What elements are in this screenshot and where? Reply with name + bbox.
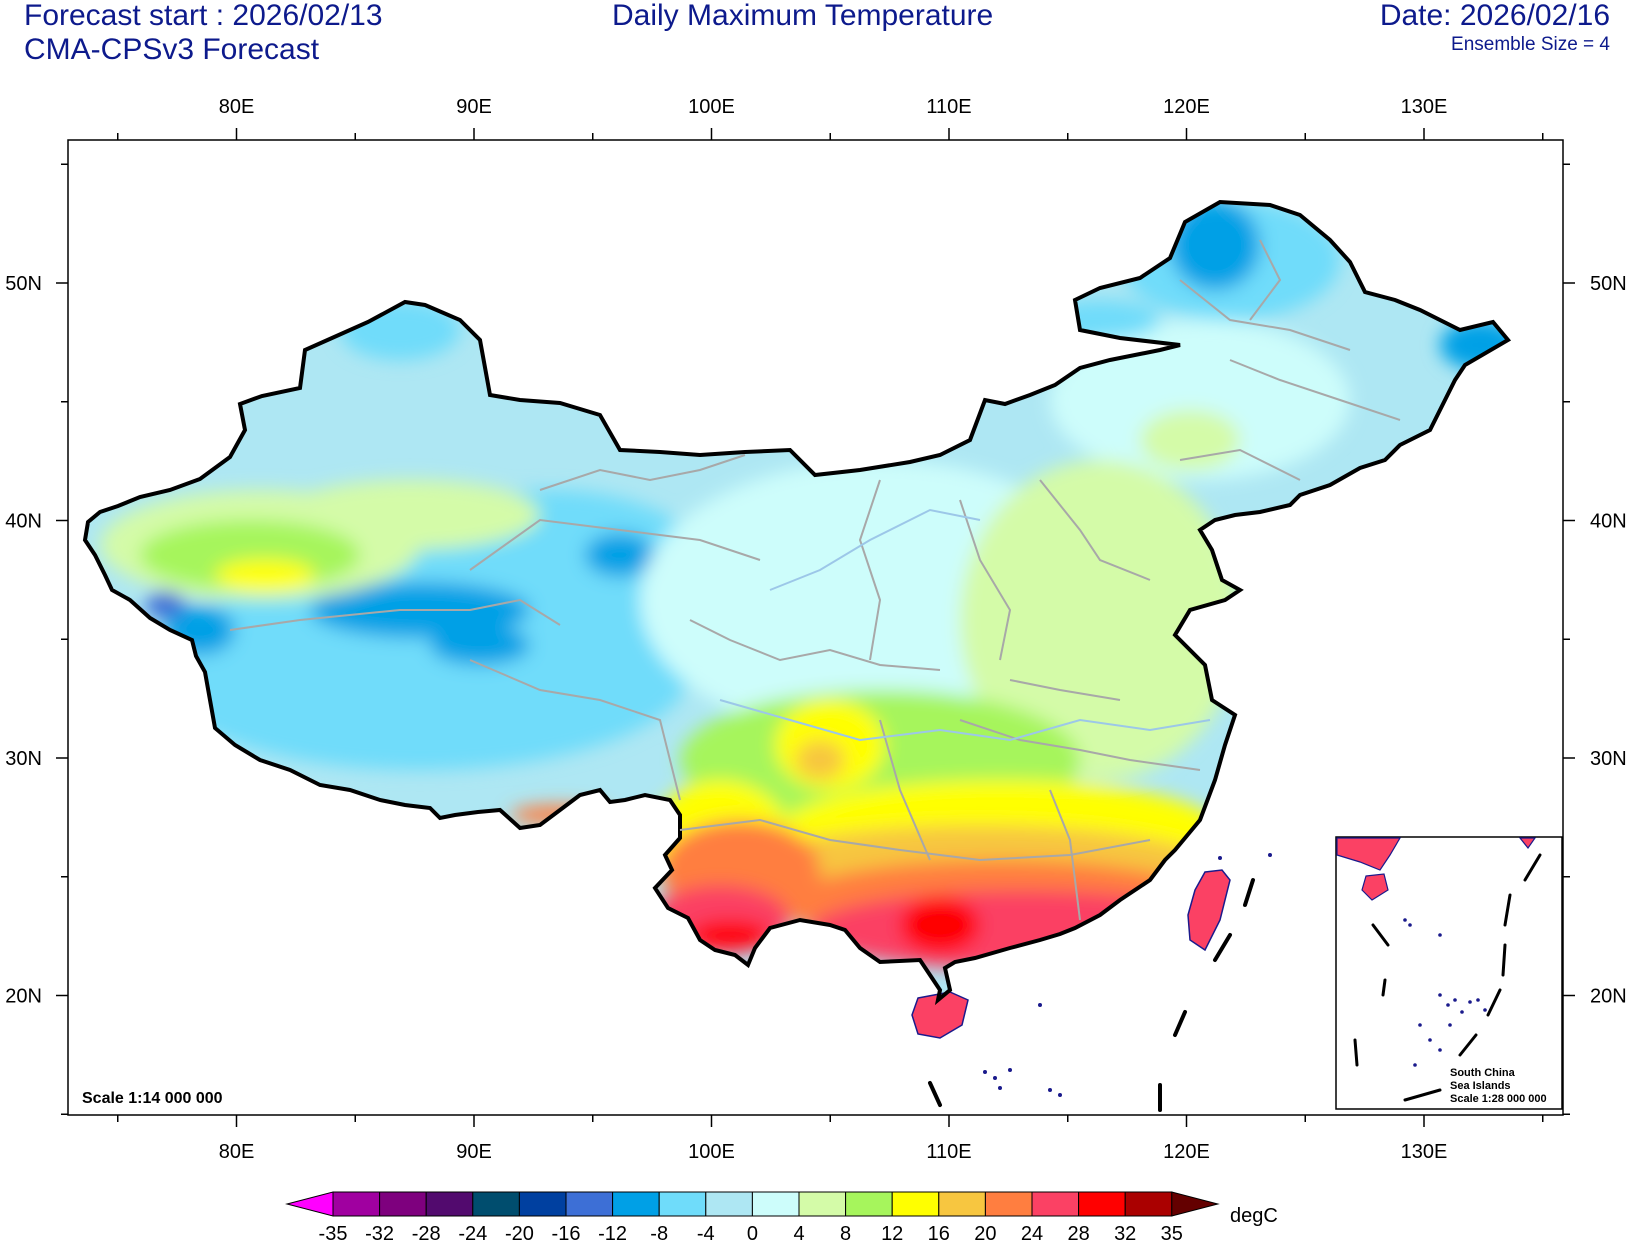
lon-labels-top: 80E 90E 100E 110E 120E 130E: [219, 96, 1448, 118]
colorbar-bin: [472, 1191, 520, 1217]
lat-label-right: 50N: [1590, 273, 1627, 295]
colorbar-bin: [612, 1191, 660, 1217]
colorbar-unit-label: degC: [1230, 1205, 1278, 1227]
colorbar-bin: [425, 1191, 474, 1217]
colorbar-level-label: -24: [458, 1223, 487, 1241]
colorbar-level-label: -4: [697, 1223, 715, 1241]
lon-label-top: 80E: [219, 96, 255, 118]
south-china-sea-inset: South China Sea Islands Scale 1:28 000 0…: [1335, 836, 1563, 1110]
ensemble-size-label: Ensemble Size = 4: [1451, 34, 1610, 55]
lon-label-top: 90E: [456, 96, 492, 118]
hainan-island: [911, 991, 969, 1039]
lon-label-bottom: 110E: [926, 1141, 971, 1163]
rivers: [719, 508, 1211, 742]
valid-date-label: Date: 2026/02/16: [1379, 0, 1610, 32]
inset-label-line1: South China: [1450, 1067, 1516, 1079]
colorbar: -35 -32 -28 -24 -20 -16 -12 -8 -4 0 4 8 12 16 20 24 28 32…: [285, 1191, 1220, 1241]
colorbar-bin: [379, 1191, 427, 1217]
colorbar-bin: [565, 1191, 614, 1217]
colorbar-max-triangle: [1171, 1191, 1220, 1217]
colorbar-bin: [938, 1191, 986, 1217]
lat-labels-right: 50N 40N 30N 20N: [1590, 273, 1627, 1008]
lat-label-left: 20N: [5, 986, 42, 1008]
model-name-label: CMA-CPSv3 Forecast: [24, 33, 320, 66]
colorbar-level-label: 16: [928, 1223, 950, 1241]
lon-label-bottom: 100E: [688, 1141, 735, 1163]
map-title: Daily Maximum Temperature: [612, 0, 994, 32]
lon-labels-bottom: 80E 90E 100E 110E 120E 130E: [219, 1141, 1448, 1163]
colorbar-level-label: 28: [1067, 1223, 1089, 1241]
colorbar-bin: [705, 1191, 753, 1217]
colorbar-level-label: 0: [747, 1223, 758, 1241]
colorbar-bin: [798, 1191, 847, 1217]
lat-label-left: 50N: [5, 273, 42, 295]
inset-label-line2: Sea Islands: [1450, 1080, 1511, 1092]
colorbar-level-label: 8: [840, 1223, 851, 1241]
colorbar-bin: [1031, 1191, 1080, 1217]
lat-label-right: 30N: [1590, 748, 1627, 770]
colorbar-min-triangle: [285, 1191, 334, 1217]
colorbar-bin: [751, 1191, 800, 1217]
colorbar-bin: [1124, 1191, 1173, 1217]
inset-label-line3: Scale 1:28 000 000: [1450, 1093, 1547, 1105]
colorbar-bin: [332, 1191, 381, 1217]
lat-labels-left: 50N 40N 30N 20N: [5, 273, 42, 1008]
colorbar-level-label: -8: [650, 1223, 668, 1241]
colorbar-level-label: 20: [974, 1223, 996, 1241]
taiwan-island: [1187, 869, 1231, 952]
axis-ticks: [56, 128, 1575, 1127]
lon-label-top: 110E: [926, 96, 971, 118]
colorbar-level-label: -16: [552, 1223, 581, 1241]
colorbar-bin: [891, 1191, 940, 1217]
colorbar-bin: [1078, 1191, 1126, 1217]
forecast-start-label: Forecast start : 2026/02/13: [24, 0, 383, 32]
lat-label-right: 40N: [1590, 511, 1627, 533]
colorbar-level-label: -20: [505, 1223, 534, 1241]
lat-label-left: 40N: [5, 511, 42, 533]
lon-label-bottom: 120E: [1163, 1141, 1210, 1163]
colorbar-level-label: 35: [1161, 1223, 1183, 1241]
colorbar-level-label: 24: [1021, 1223, 1043, 1241]
lon-label-top: 120E: [1163, 96, 1210, 118]
lon-label-bottom: 90E: [456, 1141, 492, 1163]
colorbar-bin: [658, 1191, 707, 1217]
colorbar-level-label: -28: [412, 1223, 441, 1241]
colorbar-level-label: 32: [1114, 1223, 1136, 1241]
nine-dash-line: [928, 878, 1255, 1112]
colorbar-level-label: 12: [881, 1223, 903, 1241]
lon-label-top: 100E: [688, 96, 735, 118]
province-borders: [229, 239, 1401, 921]
colorbar-bin: [984, 1191, 1033, 1217]
map-scale-label: Scale 1:14 000 000: [82, 1090, 223, 1107]
colorbar-bin: [845, 1191, 893, 1217]
lon-label-top: 130E: [1401, 96, 1448, 118]
small-islands: [983, 853, 1272, 1097]
colorbar-level-label: -35: [319, 1223, 348, 1241]
lon-label-bottom: 130E: [1401, 1141, 1448, 1163]
lat-label-right: 20N: [1590, 986, 1627, 1008]
colorbar-bin: [518, 1191, 567, 1217]
lat-label-left: 30N: [5, 748, 42, 770]
colorbar-level-label: 4: [793, 1223, 804, 1241]
colorbar-level-label: -32: [365, 1223, 394, 1241]
colorbar-level-label: -12: [598, 1223, 627, 1241]
lon-label-bottom: 80E: [219, 1141, 255, 1163]
